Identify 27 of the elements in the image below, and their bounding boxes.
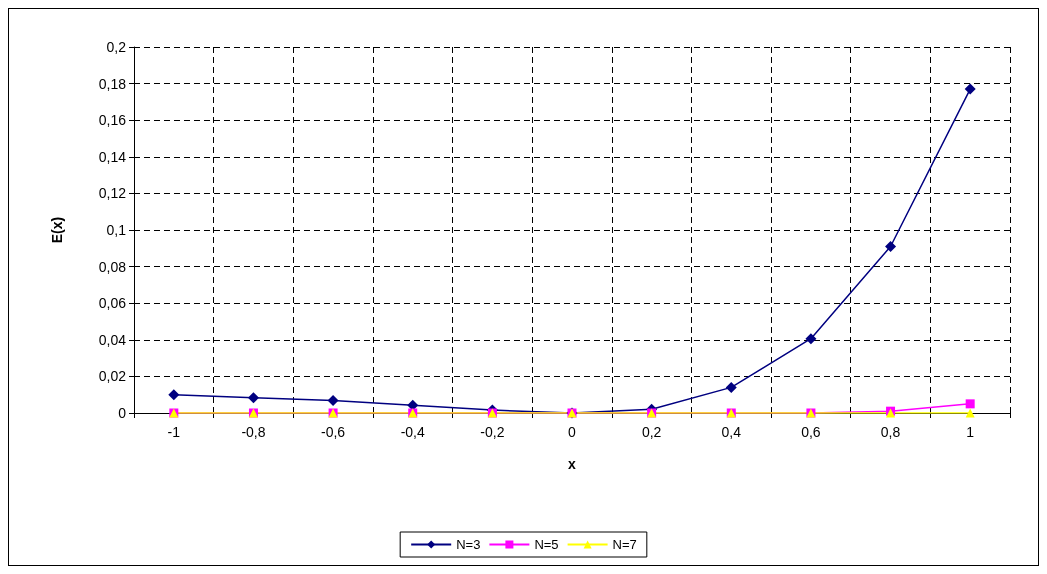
x-tick-label: -1 bbox=[167, 424, 181, 440]
y-tick-label: 0 bbox=[118, 405, 127, 421]
x-tick-label: -0,4 bbox=[400, 424, 425, 440]
x-tick-label: -0,2 bbox=[480, 424, 505, 440]
y-tick-label: 0,04 bbox=[98, 331, 127, 348]
legend-label: N=3 bbox=[456, 537, 481, 552]
x-tick-label: 1 bbox=[966, 424, 975, 440]
x-tick-label: 0,2 bbox=[641, 424, 662, 440]
x-tick-label: -0,8 bbox=[241, 424, 266, 440]
y-tick-label: 0,2 bbox=[106, 39, 127, 55]
y-tick-label: 0,12 bbox=[98, 185, 127, 202]
legend-label: N=7 bbox=[612, 537, 637, 552]
x-axis-title: x bbox=[568, 456, 577, 472]
y-tick-label: 0,18 bbox=[98, 75, 127, 92]
y-tick-label: 0,02 bbox=[98, 368, 127, 385]
y-tick-label: 0,14 bbox=[98, 148, 127, 165]
legend-label: N=5 bbox=[534, 537, 559, 552]
x-tick-label: 0,6 bbox=[801, 424, 821, 440]
x-tick-label: 0,8 bbox=[880, 424, 901, 440]
y-axis-title: E(x) bbox=[49, 216, 65, 244]
y-tick-label: 0,16 bbox=[98, 112, 127, 129]
x-tick-label: -0,6 bbox=[321, 424, 346, 440]
x-tick-label: 0 bbox=[568, 424, 577, 440]
y-tick-label: 0,06 bbox=[98, 295, 127, 312]
y-tick-label: 0,1 bbox=[106, 222, 127, 238]
x-tick-label: 0,4 bbox=[721, 424, 742, 440]
y-tick-label: 0,08 bbox=[98, 258, 127, 275]
